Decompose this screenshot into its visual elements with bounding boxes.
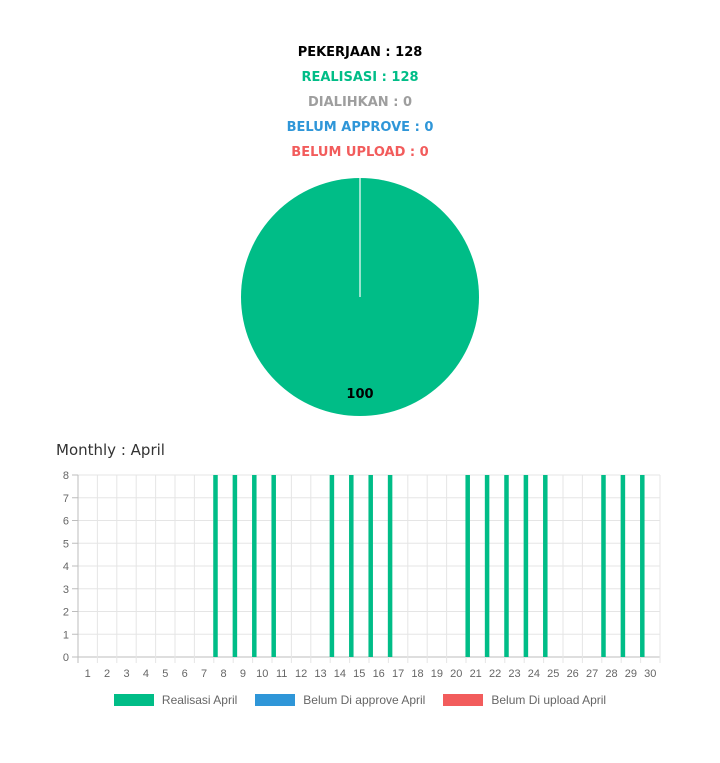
monthly-month: April bbox=[130, 441, 165, 459]
summary-dialihkan-label: DIALIHKAN bbox=[307, 95, 389, 110]
bar bbox=[232, 475, 238, 657]
legend-item[interactable]: Belum Di approve April bbox=[255, 693, 425, 707]
bar bbox=[620, 475, 626, 657]
x-tick-label: 25 bbox=[547, 668, 559, 680]
x-tick-label: 29 bbox=[625, 668, 637, 680]
x-tick-label: 4 bbox=[143, 668, 149, 680]
x-tick-label: 19 bbox=[431, 668, 443, 680]
bar bbox=[601, 475, 606, 657]
x-tick-label: 7 bbox=[201, 668, 207, 680]
x-tick-label: 3 bbox=[123, 668, 129, 680]
x-tick-label: 15 bbox=[353, 668, 365, 680]
y-tick-label: 5 bbox=[63, 538, 69, 550]
bar bbox=[329, 475, 335, 657]
x-tick-label: 28 bbox=[605, 668, 617, 680]
summary-belum-upload-value: 0 bbox=[419, 145, 429, 160]
legend-label: Realisasi April bbox=[161, 693, 238, 707]
summary-dialihkan: DIALIHKAN : 0 bbox=[307, 95, 413, 110]
x-tick-label: 9 bbox=[240, 668, 246, 680]
chart-legend: Realisasi April Belum Di approve April Bel… bbox=[0, 693, 720, 707]
legend-item[interactable]: Realisasi April bbox=[113, 693, 238, 707]
pie-data-label: 100 bbox=[346, 387, 373, 402]
legend-swatch bbox=[255, 694, 296, 706]
summary-dialihkan-value: 0 bbox=[402, 95, 413, 110]
bar bbox=[349, 475, 354, 657]
y-tick-label: 1 bbox=[63, 629, 69, 641]
x-tick-label: 1 bbox=[85, 668, 91, 680]
monthly-title: Monthly : April bbox=[56, 441, 165, 459]
x-tick-label: 6 bbox=[182, 668, 188, 680]
summary-pekerjaan-value: 128 bbox=[395, 45, 423, 60]
summary-pekerjaan-label: PEKERJAAN bbox=[297, 45, 381, 60]
summary-belum-upload-label: BELUM UPLOAD bbox=[291, 145, 406, 160]
x-tick-label: 30 bbox=[644, 668, 656, 680]
x-tick-label: 27 bbox=[586, 668, 598, 680]
x-tick-label: 22 bbox=[489, 668, 501, 680]
legend-label: Belum Di approve April bbox=[303, 693, 426, 707]
y-tick-label: 2 bbox=[63, 607, 69, 619]
x-tick-label: 2 bbox=[104, 668, 110, 680]
x-tick-label: 13 bbox=[314, 668, 326, 680]
bar bbox=[252, 475, 257, 657]
x-tick-label: 12 bbox=[295, 668, 307, 680]
y-tick-label: 6 bbox=[63, 516, 69, 528]
bar bbox=[640, 475, 645, 657]
x-tick-label: 18 bbox=[411, 668, 423, 680]
summary-belum-approve-value: 0 bbox=[424, 120, 434, 135]
y-tick-label: 7 bbox=[63, 493, 69, 505]
x-tick-label: 17 bbox=[392, 668, 404, 680]
x-tick-label: 23 bbox=[508, 668, 520, 680]
bar bbox=[465, 475, 470, 657]
pie-chart: 100 bbox=[241, 178, 479, 416]
summary-belum-upload: BELUM UPLOAD : 0 bbox=[291, 145, 429, 160]
x-tick-label: 26 bbox=[567, 668, 579, 680]
x-tick-label: 24 bbox=[528, 668, 540, 680]
x-tick-label: 10 bbox=[256, 668, 268, 680]
summary-realisasi-label: REALISASI bbox=[301, 70, 378, 85]
x-tick-label: 20 bbox=[450, 668, 462, 680]
y-tick-label: 3 bbox=[63, 584, 69, 596]
bar bbox=[213, 475, 218, 657]
monthly-label: Monthly bbox=[56, 441, 117, 459]
summary-realisasi: REALISASI : 128 bbox=[301, 70, 419, 85]
summary-panel: PEKERJAAN : 128 REALISASI : 128 DIALIHKA… bbox=[0, 40, 720, 165]
bar bbox=[484, 475, 490, 657]
legend-swatch bbox=[443, 694, 484, 706]
x-tick-label: 8 bbox=[220, 668, 226, 680]
x-tick-label: 5 bbox=[162, 668, 168, 680]
bar bbox=[368, 475, 373, 657]
legend-swatch bbox=[113, 694, 154, 706]
summary-pekerjaan: PEKERJAAN : 128 bbox=[297, 45, 423, 60]
bar bbox=[271, 475, 276, 657]
bar bbox=[387, 475, 393, 657]
summary-belum-approve-label: BELUM APPROVE bbox=[286, 120, 411, 135]
x-tick-label: 16 bbox=[373, 668, 385, 680]
x-tick-label: 21 bbox=[470, 668, 482, 680]
bar bbox=[504, 475, 509, 657]
summary-realisasi-value: 128 bbox=[391, 70, 419, 85]
y-tick-label: 0 bbox=[63, 652, 69, 664]
summary-belum-approve: BELUM APPROVE : 0 bbox=[286, 120, 434, 135]
legend-label: Belum Di upload April bbox=[491, 693, 607, 707]
bar bbox=[523, 475, 529, 657]
x-tick-label: 11 bbox=[276, 668, 287, 680]
y-tick-label: 8 bbox=[63, 470, 69, 482]
bar bbox=[543, 475, 548, 657]
legend-item[interactable]: Belum Di upload April bbox=[443, 693, 606, 707]
x-tick-label: 14 bbox=[334, 668, 346, 680]
y-tick-label: 4 bbox=[63, 561, 69, 573]
